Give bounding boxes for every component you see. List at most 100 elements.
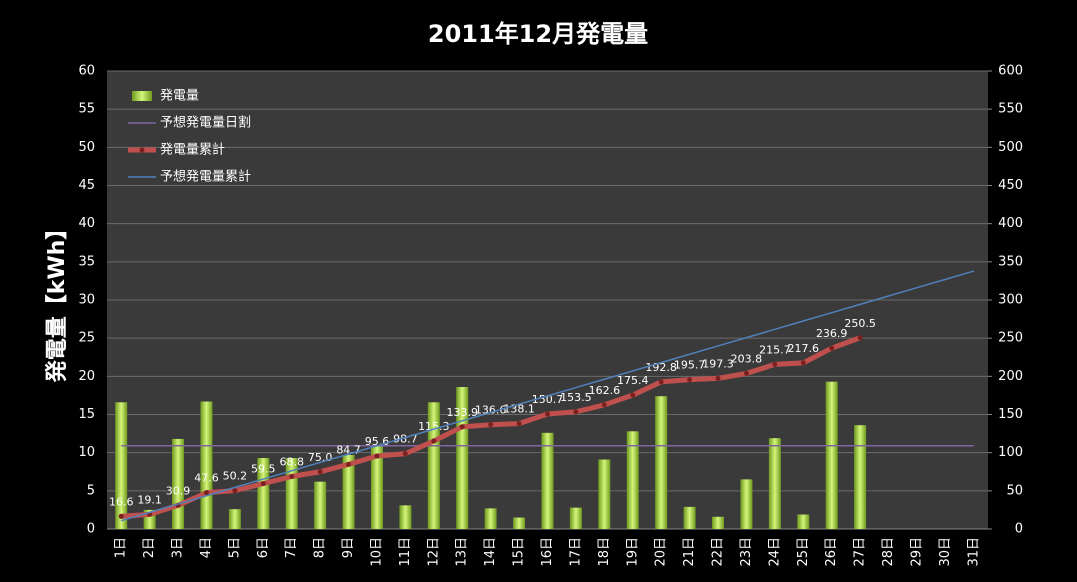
data-label: 197.3 <box>702 357 734 370</box>
marker <box>743 370 749 376</box>
y2-tick-label: 50 <box>1006 483 1023 498</box>
marker <box>488 422 494 428</box>
data-label: 133.9 <box>446 406 478 419</box>
marker <box>630 392 636 398</box>
y2-tick-label: 350 <box>998 254 1023 269</box>
x-tick-label: 7日 <box>284 537 299 558</box>
y2-tick-label: 600 <box>998 64 1023 79</box>
y2-tick-label: 300 <box>998 293 1023 308</box>
x-tick-label: 31日 <box>966 537 981 567</box>
x-tick-label: 20日 <box>654 537 669 567</box>
y-tick-label: 60 <box>78 64 95 79</box>
bar <box>683 506 696 529</box>
marker <box>232 488 238 494</box>
data-label: 30.9 <box>166 484 191 497</box>
marker <box>118 513 124 519</box>
y2-tick-label: 200 <box>998 369 1023 384</box>
data-label: 153.5 <box>560 391 592 404</box>
x-tick-label: 18日 <box>597 537 612 567</box>
bar <box>399 505 412 529</box>
marker <box>516 421 522 427</box>
marker <box>857 335 863 341</box>
y2-tick-label: 0 <box>1015 522 1023 537</box>
marker <box>800 360 806 366</box>
bar <box>740 479 753 529</box>
marker <box>715 375 721 381</box>
data-label: 50.2 <box>223 470 248 483</box>
bar <box>370 445 383 529</box>
y2-tick-label: 100 <box>998 445 1023 460</box>
x-tick-label: 14日 <box>483 537 498 567</box>
data-label: 203.8 <box>731 352 763 365</box>
legend-label: 発電量累計 <box>160 142 225 158</box>
marker <box>431 438 437 444</box>
data-label: 136.6 <box>475 404 507 417</box>
y-tick-label: 50 <box>78 140 95 155</box>
data-label: 217.6 <box>788 342 820 355</box>
marker <box>658 379 664 385</box>
bar <box>825 381 838 529</box>
marker <box>545 411 550 417</box>
x-tick-label: 8日 <box>313 537 328 558</box>
bar <box>598 459 611 529</box>
data-label: 47.6 <box>194 472 219 485</box>
x-tick-label: 2日 <box>142 537 157 558</box>
bar <box>655 396 668 529</box>
y2-tick-label: 450 <box>998 178 1023 193</box>
marker <box>687 377 693 383</box>
x-tick-label: 17日 <box>568 537 583 567</box>
x-tick-label: 24日 <box>767 537 782 567</box>
x-tick-label: 27日 <box>853 537 868 567</box>
legend-marker <box>139 147 145 153</box>
y-tick-label: 30 <box>78 293 95 308</box>
y-tick-label: 5 <box>87 483 95 498</box>
x-tick-label: 10日 <box>369 537 384 567</box>
data-label: 59.5 <box>251 463 276 476</box>
bar <box>314 481 327 529</box>
x-tick-label: 29日 <box>909 537 924 567</box>
chart-title: 2011年12月発電量 <box>428 20 648 48</box>
x-tick-label: 13日 <box>455 537 470 567</box>
data-label: 192.8 <box>645 361 677 374</box>
y-tick-label: 25 <box>78 331 95 346</box>
x-tick-label: 19日 <box>625 537 640 567</box>
data-label: 175.4 <box>617 374 649 387</box>
y-tick-label: 0 <box>87 522 95 537</box>
y2-tick-label: 400 <box>998 216 1023 231</box>
x-tick-label: 21日 <box>682 537 697 567</box>
data-label: 68.8 <box>279 455 304 468</box>
marker <box>601 402 607 408</box>
x-tick-label: 3日 <box>171 537 186 558</box>
x-tick-label: 22日 <box>711 537 726 567</box>
y-tick-label: 15 <box>78 407 95 422</box>
bar <box>541 432 554 529</box>
marker <box>459 424 465 430</box>
x-tick-label: 12日 <box>426 537 441 567</box>
bar <box>797 514 810 529</box>
x-tick-label: 4日 <box>199 537 214 558</box>
x-tick-label: 11日 <box>398 537 413 567</box>
marker <box>829 345 835 351</box>
y-tick-label: 10 <box>78 445 95 460</box>
data-label: 162.6 <box>589 384 621 397</box>
data-label: 16.6 <box>109 495 134 508</box>
data-label: 236.9 <box>816 327 848 340</box>
bar <box>484 508 497 529</box>
data-label: 215.7 <box>759 343 791 356</box>
x-tick-label: 23日 <box>739 537 754 567</box>
y2-tick-label: 250 <box>998 331 1023 346</box>
y-tick-label: 20 <box>78 369 95 384</box>
bar <box>342 454 355 529</box>
data-label: 19.1 <box>137 493 162 506</box>
marker <box>317 469 323 475</box>
x-tick-label: 25日 <box>796 537 811 567</box>
x-tick-label: 6日 <box>256 537 271 558</box>
bar <box>456 387 469 529</box>
x-tick-label: 28日 <box>881 537 896 567</box>
data-label: 195.7 <box>674 359 706 372</box>
bar <box>712 516 725 529</box>
x-tick-label: 5日 <box>227 537 242 558</box>
marker <box>374 453 380 459</box>
y-tick-label: 55 <box>78 102 95 117</box>
